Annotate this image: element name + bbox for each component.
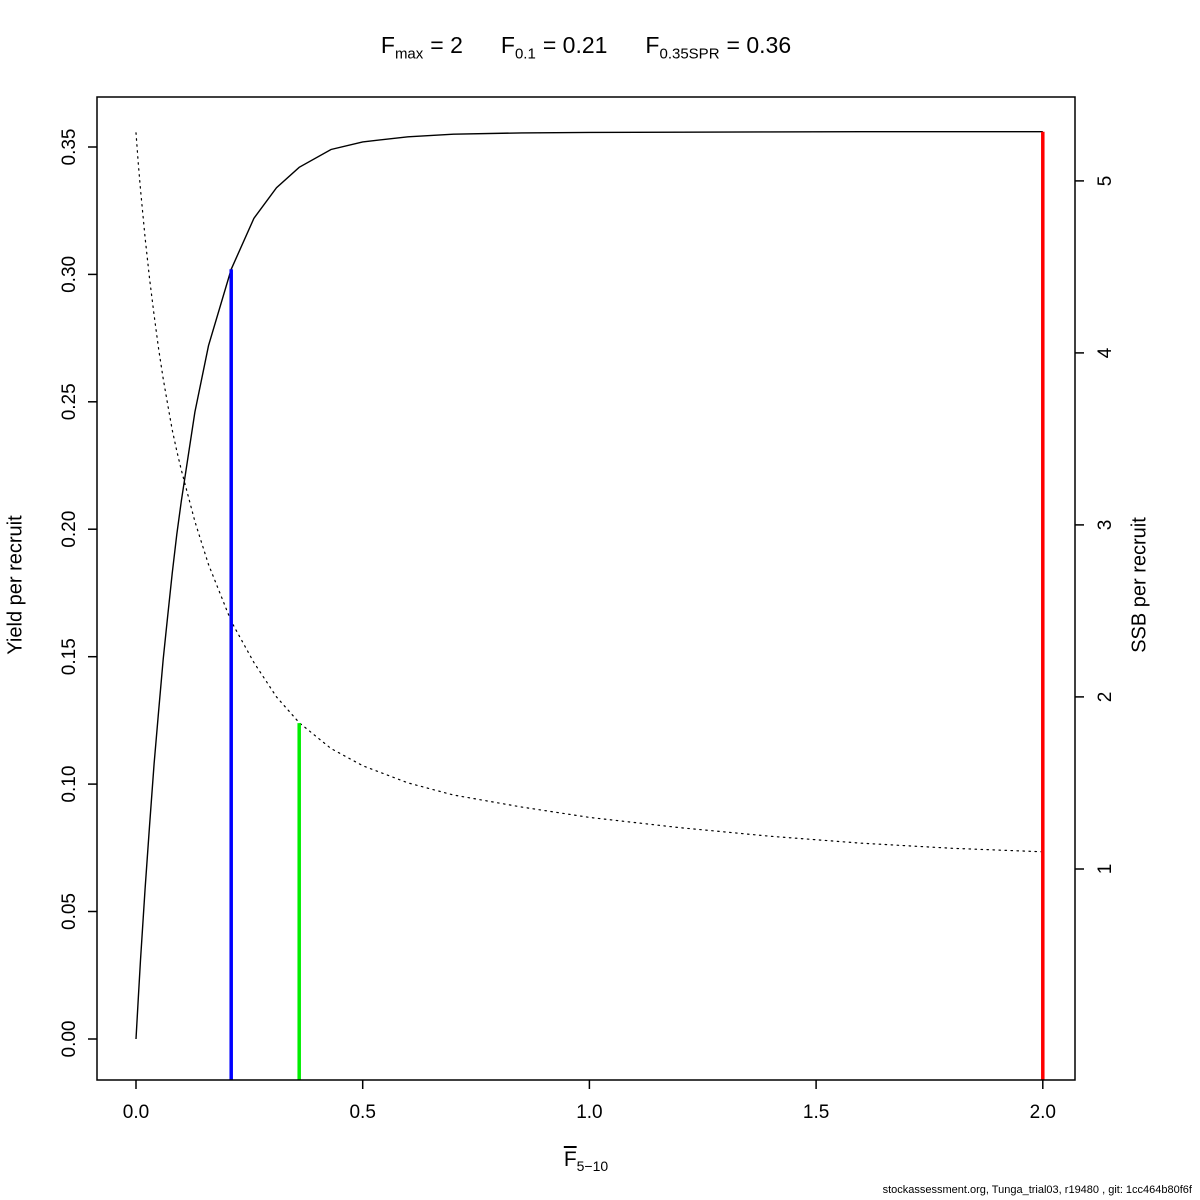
svg-text:3: 3 bbox=[1095, 520, 1116, 531]
svg-text:0.00: 0.00 bbox=[59, 1021, 80, 1058]
stat-f01: F0.1 = 0.21 bbox=[501, 32, 608, 63]
stat-fmax-value: = 2 bbox=[430, 32, 463, 58]
stat-f01-value: = 0.21 bbox=[542, 32, 608, 58]
x-axis-label-subscript: 5−10 bbox=[576, 1158, 609, 1175]
svg-text:0.35: 0.35 bbox=[59, 129, 80, 166]
footer-attribution: stockassessment.org, Tunga_trial03, r194… bbox=[882, 1184, 1192, 1196]
x-axis-label: F5−10 bbox=[564, 1148, 608, 1174]
stat-f035spr-value: = 0.36 bbox=[726, 32, 792, 58]
svg-text:0.15: 0.15 bbox=[59, 638, 80, 675]
stat-f01-subscript: 0.1 bbox=[514, 45, 536, 63]
svg-text:0.5: 0.5 bbox=[349, 1102, 375, 1123]
svg-text:1: 1 bbox=[1095, 864, 1116, 875]
stat-fmax-symbol: F bbox=[380, 32, 395, 58]
x-axis-label-fbar: F bbox=[563, 1148, 577, 1171]
svg-text:0.25: 0.25 bbox=[59, 383, 80, 420]
stat-f01-symbol: F bbox=[500, 32, 515, 58]
y-axis-label-right: SSB per recruit bbox=[1128, 517, 1151, 653]
plot-title: Fmax = 2 F0.1 = 0.21 F0.35SPR = 0.36 bbox=[381, 32, 791, 63]
svg-text:2: 2 bbox=[1095, 692, 1116, 703]
svg-text:0.0: 0.0 bbox=[123, 1102, 149, 1123]
y-axis-label-left: Yield per recruit bbox=[4, 515, 27, 655]
stat-f035spr: F0.35SPR = 0.36 bbox=[645, 32, 791, 63]
stat-fmax-subscript: max bbox=[394, 45, 424, 63]
svg-text:1.5: 1.5 bbox=[803, 1102, 829, 1123]
svg-text:0.20: 0.20 bbox=[59, 511, 80, 548]
stat-f035spr-subscript: 0.35SPR bbox=[659, 45, 720, 63]
svg-text:0.05: 0.05 bbox=[59, 893, 80, 930]
svg-text:0.10: 0.10 bbox=[59, 766, 80, 803]
stat-f035spr-symbol: F bbox=[645, 32, 660, 58]
svg-text:1.0: 1.0 bbox=[576, 1102, 602, 1123]
svg-text:5: 5 bbox=[1095, 176, 1116, 187]
svg-text:4: 4 bbox=[1095, 347, 1116, 358]
svg-text:2.0: 2.0 bbox=[1030, 1102, 1056, 1123]
svg-text:0.30: 0.30 bbox=[59, 256, 80, 293]
stat-fmax: Fmax = 2 bbox=[381, 32, 463, 63]
